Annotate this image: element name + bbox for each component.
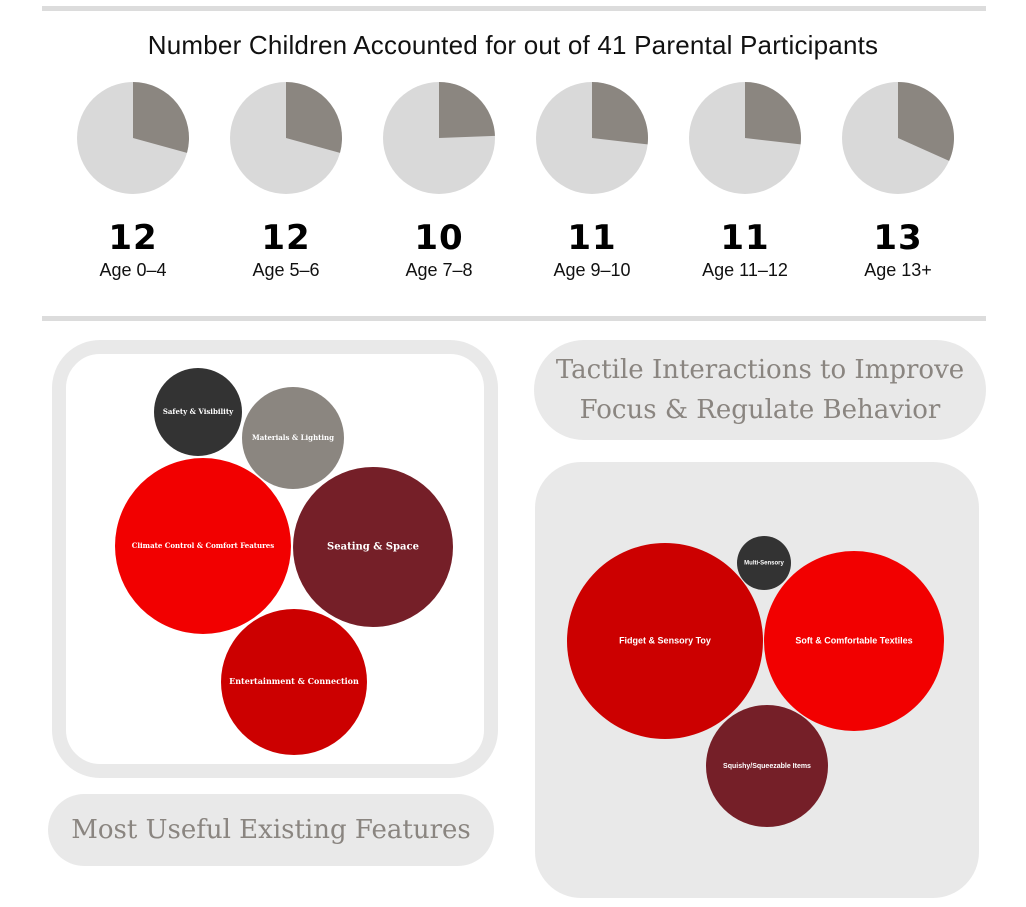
bubble-label: Soft & Comfortable Textiles [795,635,912,645]
middle-divider [42,316,986,321]
pie-value-slice [133,82,189,153]
top-divider [42,6,986,11]
bubble-label: Materials & Lighting [252,433,334,442]
bubble-circle [764,551,944,731]
bubble-label: Entertainment & Connection [229,676,359,686]
pie-value-slice [745,82,801,145]
bubble-4: Seating & Space [293,467,453,627]
pie-chart-2 [230,82,342,194]
bubble-1: Multi-Sensory [737,536,791,590]
bubble-circle [221,609,367,755]
pie-category-label: Age 11–12 [702,260,788,280]
bubble-circle [242,387,344,489]
bubble-circle [706,705,828,827]
pie-count-label: 12 [108,218,158,258]
pie-value-slice [898,82,954,161]
features-chart-title: Most Useful Existing Features [48,794,494,866]
pie-count-label: 11 [567,218,617,258]
bubble-label: Safety & Visibility [163,407,234,416]
bubble-3: Climate Control & Comfort Features [115,458,291,634]
tactile-chart-title: Tactile Interactions to Improve Focus & … [534,340,986,440]
bubble-3: Soft & Comfortable Textiles [764,551,944,731]
pie-category-label: Age 7–8 [405,260,473,280]
pie-chart-4 [536,82,648,194]
pie-chart-3 [383,82,495,194]
pie-chart-6 [842,82,954,194]
pie-value-slice [592,82,648,145]
bubble-2: Materials & Lighting [242,387,344,489]
pie-chart-1 [77,82,189,194]
pie-value-slice [286,82,342,153]
pie-chart-title: Number Children Accounted for out of 41 … [147,30,879,60]
bubble-circle [737,536,791,590]
bubble-label: Multi-Sensory [744,561,784,567]
pie-chart-5 [689,82,801,194]
bubble-circle [154,368,242,456]
pie-category-label: Age 13+ [864,260,932,280]
bubble-1: Safety & Visibility [154,368,242,456]
bubble-5: Entertainment & Connection [221,609,367,755]
bubble-2: Fidget & Sensory Toy [567,543,763,739]
pie-category-label: Age 0–4 [99,260,167,280]
pie-chart-row [77,82,954,194]
bubble-circle [567,543,763,739]
bubble-label: Seating & Space [327,542,419,553]
bubble-4: Squishy/Squeezable Items [706,705,828,827]
bubble-circle [115,458,291,634]
pie-count-label: 10 [414,218,464,258]
pie-category-label: Age 5–6 [252,260,320,280]
pie-category-label: Age 9–10 [553,260,631,280]
pie-count-label: 13 [873,218,923,258]
pie-count-label: 11 [720,218,770,258]
bubble-label: Squishy/Squeezable Items [723,763,811,770]
bubble-label: Climate Control & Comfort Features [132,541,274,550]
bubble-circle [293,467,453,627]
bubble-label: Fidget & Sensory Toy [619,635,711,645]
pie-value-slice [439,82,495,138]
pie-count-label: 12 [261,218,311,258]
